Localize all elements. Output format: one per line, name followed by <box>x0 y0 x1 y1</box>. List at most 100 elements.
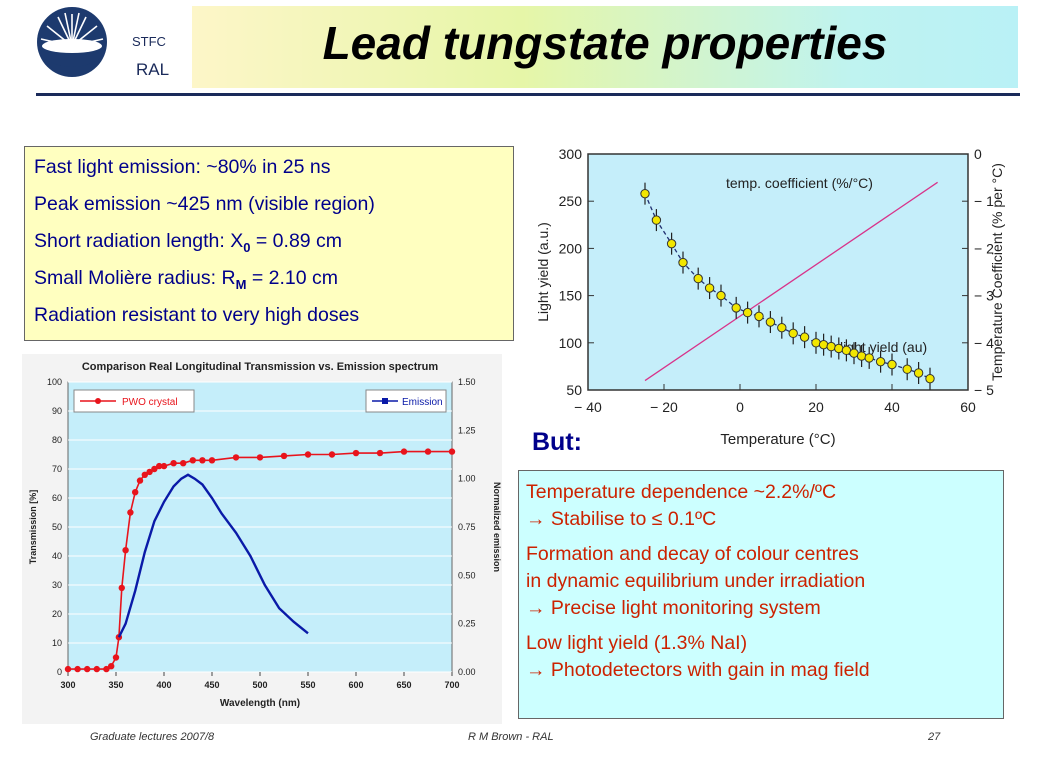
pwo-crystal-point <box>122 547 129 554</box>
org-label-stfc: STFC <box>132 34 166 49</box>
y-axis-label: Transmission [%] <box>28 490 38 565</box>
transmission-chart: Comparison Real Longitudinal Transmissio… <box>22 354 502 724</box>
data-point <box>678 257 688 268</box>
data-point <box>925 373 935 384</box>
pwo-crystal-point <box>103 665 110 673</box>
y2-axis-label: Temperature Coefficient (% per °C) <box>989 163 1005 381</box>
stfc-logo-icon <box>37 7 107 77</box>
legend-pwo-marker <box>95 398 101 404</box>
pwo-crystal-point <box>199 457 206 464</box>
data-point <box>742 307 753 318</box>
info-line: in dynamic equilibrium under irradiation <box>526 570 866 592</box>
pwo-crystal-point <box>180 460 187 467</box>
data-point <box>864 353 874 363</box>
property-text: = 0.89 cm <box>250 230 343 252</box>
x-tick-label: 400 <box>156 680 171 690</box>
y2-tick-label: − 5 <box>974 382 994 398</box>
pwo-crystal-point <box>146 468 153 476</box>
pwo-crystal-point <box>64 665 72 673</box>
x-tick-label: − 20 <box>650 399 678 415</box>
y-tick-label: 20 <box>52 609 62 619</box>
y-tick-label: 150 <box>559 288 583 304</box>
pwo-crystal-point <box>376 449 384 457</box>
x-tick-label: 650 <box>396 680 411 690</box>
data-point <box>799 332 810 342</box>
y-tick-label: 90 <box>52 406 62 416</box>
x-axis-label: Temperature (°C) <box>720 431 835 448</box>
property-subscript: 0 <box>243 239 251 255</box>
data-point <box>651 215 662 225</box>
y-tick-label: 300 <box>559 146 583 162</box>
data-point <box>875 356 886 367</box>
y2-tick-label: 1.25 <box>458 425 476 435</box>
y-tick-label: 40 <box>52 551 62 561</box>
y-tick-label: 0 <box>57 667 62 677</box>
pwo-crystal-point <box>189 457 196 464</box>
x-tick-label: 600 <box>348 680 363 690</box>
temp-coefficient-line <box>644 181 938 382</box>
data-point <box>704 283 715 293</box>
info-line: Temperature dependence ~2.2%/ºC <box>526 481 837 503</box>
data-point <box>640 188 650 199</box>
property-line: Short radiation length: X0 = 0.89 cm <box>34 227 513 264</box>
plot-area <box>587 153 969 391</box>
pwo-crystal-point <box>304 451 312 458</box>
x-tick-label: 500 <box>252 680 267 690</box>
data-point <box>666 238 677 249</box>
y2-axis-label: Normalized emission <box>492 482 502 572</box>
pwo-crystal-point <box>280 452 288 460</box>
x-tick-label: 20 <box>808 399 824 415</box>
legend-emission-marker <box>382 398 388 404</box>
data-point <box>693 273 703 284</box>
data-point <box>731 303 741 313</box>
y2-tick-label: 0 <box>974 146 982 162</box>
x-tick-label: − 40 <box>574 399 602 415</box>
pwo-crystal-point <box>352 449 360 457</box>
y-tick-label: 100 <box>47 377 62 387</box>
chart-title: Comparison Real Longitudinal Transmissio… <box>82 361 439 373</box>
pwo-crystal-point <box>84 665 91 673</box>
info-line: Low light yield (1.3% NaI) <box>526 632 748 654</box>
y-tick-label: 50 <box>566 382 582 398</box>
property-text: Small Molière radius: R <box>34 267 236 289</box>
x-tick-label: 700 <box>444 680 459 690</box>
y2-tick-label: 0.50 <box>458 570 476 580</box>
x-tick-label: 350 <box>108 680 123 690</box>
y-tick-label: 250 <box>559 193 583 209</box>
properties-box: Fast light emission: ~80% in 25 ns Peak … <box>24 146 514 341</box>
pwo-crystal-point <box>127 509 134 516</box>
info-line: → Photodetectors with gain in mag field <box>526 659 870 681</box>
y-tick-label: 10 <box>52 638 62 648</box>
legend-emission-label: Emission <box>402 397 443 408</box>
x-tick-label: 40 <box>884 399 900 415</box>
data-point <box>826 341 836 352</box>
data-point <box>777 322 787 333</box>
info-line: → Stabilise to ≤ 0.1ºC <box>526 508 717 530</box>
pwo-crystal-point <box>208 457 216 464</box>
data-point <box>887 359 897 370</box>
legend-pwo-box <box>73 389 195 413</box>
pwo-crystal-point <box>256 454 264 461</box>
x-tick-label: 0 <box>736 399 744 415</box>
x-tick-label: 300 <box>60 680 75 690</box>
pwo-crystal-point <box>400 448 408 455</box>
property-text: = 2.10 cm <box>246 267 338 289</box>
data-point <box>788 328 798 339</box>
pwo-crystal-point <box>424 448 432 455</box>
info-line: Formation and decay of colour centres <box>526 543 859 565</box>
pwo-crystal-point <box>141 471 148 478</box>
x-tick-label: 60 <box>960 399 976 415</box>
info-line: → Precise light monitoring system <box>526 597 821 619</box>
pwo-crystal-point <box>108 663 115 670</box>
info-box: Temperature dependence ~2.2%/ºC → Stabil… <box>518 470 1004 719</box>
title-band <box>192 6 1018 88</box>
property-line: Fast light emission: ~80% in 25 ns <box>34 156 331 178</box>
data-point <box>913 368 924 378</box>
x-tick-label: 550 <box>300 680 315 690</box>
x-axis-label: Wavelength (nm) <box>220 698 300 709</box>
page-number: 27 <box>928 731 941 743</box>
y2-tick-label: − 4 <box>974 335 994 351</box>
pwo-crystal-point <box>112 654 120 661</box>
pwo-crystal-point <box>160 462 168 470</box>
pwo-crystal-point <box>232 454 240 461</box>
